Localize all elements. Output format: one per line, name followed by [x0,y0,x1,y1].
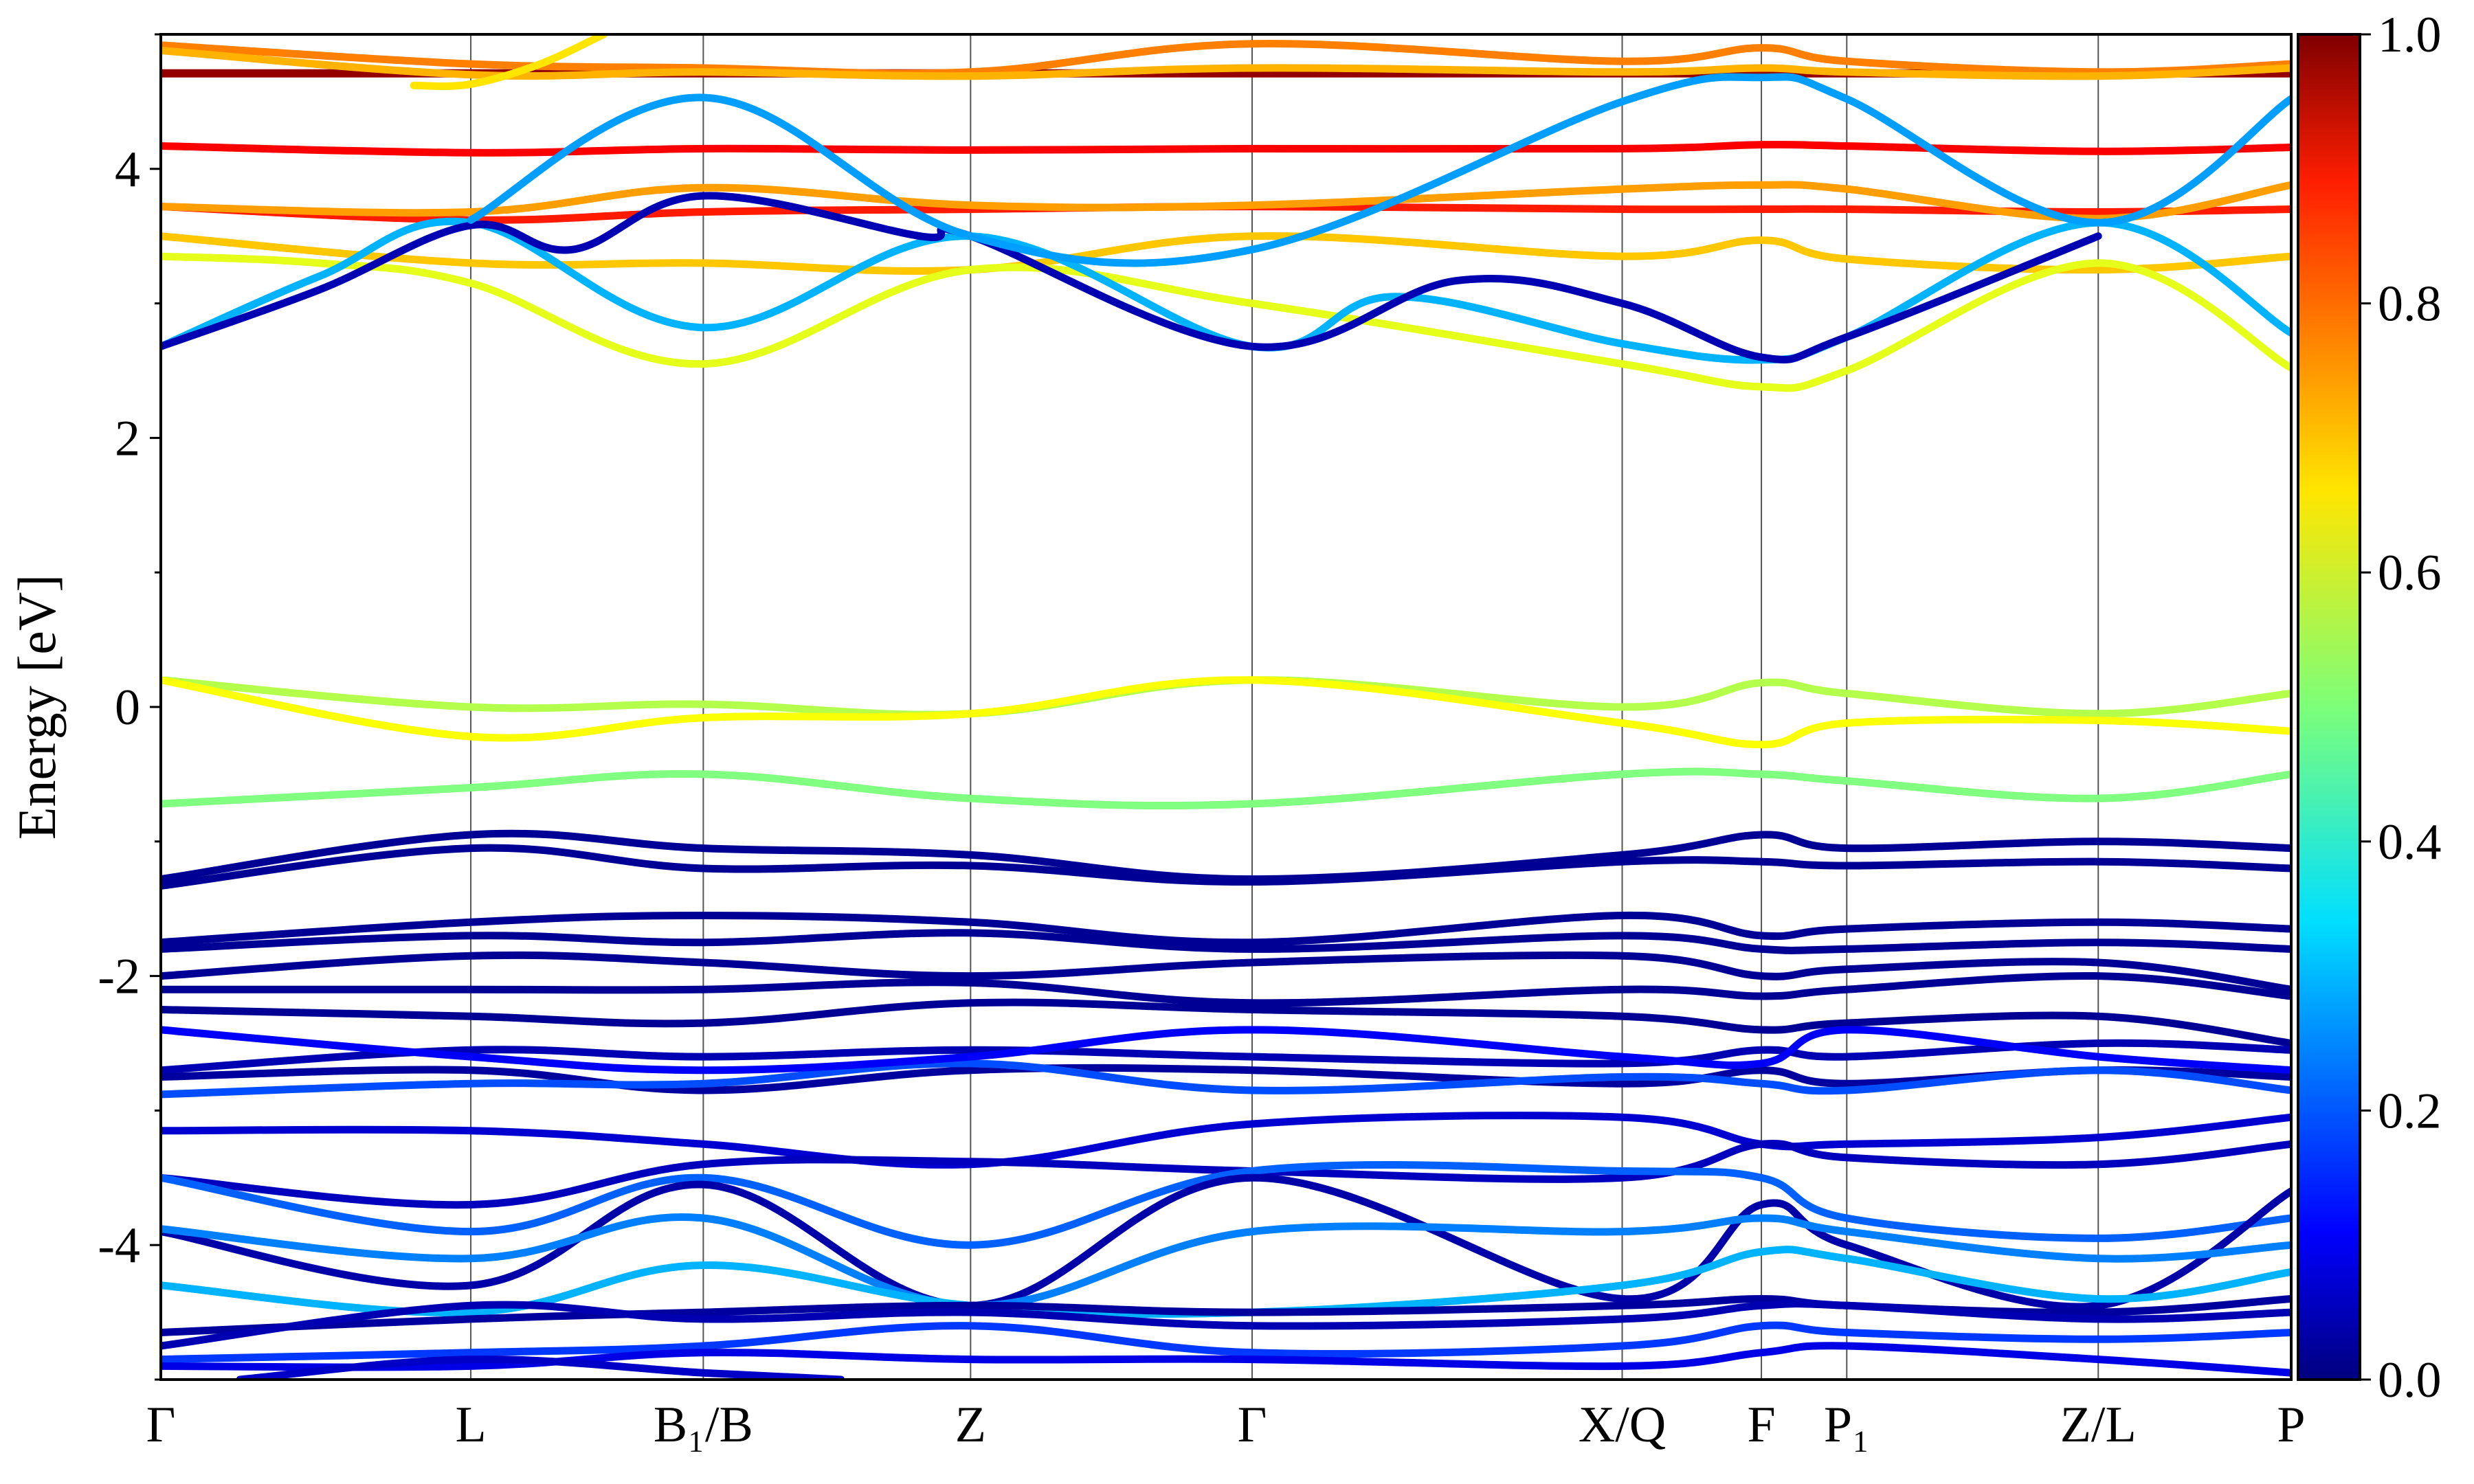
band-line [161,911,2291,947]
band-lines [161,34,2291,1380]
band-line [161,1321,2291,1364]
colorbar-tick-label: 0.8 [2378,276,2442,333]
colorbar-tick-label: 1.0 [2378,7,2442,63]
band-line [467,73,2291,267]
y-tick-label: -2 [98,949,140,1005]
x-tick-label: Γ [1238,1397,1267,1453]
band-line [161,1160,2291,1249]
band-line [161,676,2291,749]
band-line [161,47,2291,80]
x-axis-ticks: Γ L B₁/B Z Γ X/Q F P₁ Z/L P [146,1397,2306,1453]
x-tick-label: Γ [146,1397,176,1453]
x-tick-label: F [1747,1397,1775,1453]
band-line [161,676,2291,719]
band-line [161,1112,2291,1169]
band-line [161,140,2291,157]
colorbar-tick-label: 0.4 [2378,814,2442,870]
y-tick-label: -4 [98,1217,140,1274]
band-line [161,40,2291,78]
band-line [161,1173,2291,1311]
x-tick-label: X/Q [1579,1397,1666,1453]
band-line [161,1213,2291,1309]
x-tick-label: B₁/B [654,1397,753,1453]
x-tick-label: L [455,1397,486,1453]
band-line [161,951,2291,993]
y-tick-label: 4 [115,142,140,198]
y-tick-label: 0 [115,679,140,736]
colorbar-ticks: 0.0 0.2 0.4 0.6 0.8 1.0 [2360,7,2442,1408]
band-line [161,192,2102,363]
colorbar [2297,33,2361,1381]
x-tick-label: Z [955,1397,986,1453]
band-line [161,929,2291,954]
band-line [161,1039,2291,1075]
band-line [161,1059,2291,1099]
y-axis-ticks: -4 -2 0 2 4 [98,33,161,1381]
band-line [161,1026,2291,1075]
x-tick-label: P [2277,1397,2305,1453]
y-axis-title: Energy [eV] [7,574,67,840]
band-line [161,829,2291,884]
colorbar-tick-label: 0.6 [2378,545,2442,601]
x-tick-label: Z/L [2060,1397,2137,1453]
band-line [236,1355,845,1380]
band-line [161,1300,2291,1350]
colorbar-tick-label: 0.2 [2378,1083,2442,1139]
band-line [161,998,2291,1047]
band-line [410,34,608,90]
band-line [161,844,2291,890]
band-line [161,252,2291,392]
band-line [161,767,2291,810]
band-line [161,1139,2291,1209]
band-line [161,971,2291,1007]
y-tick-label: 2 [115,410,140,466]
colorbar-tick-label: 0.0 [2378,1352,2442,1408]
band-line [161,181,2291,223]
x-tick-label: P₁ [1824,1397,1870,1453]
